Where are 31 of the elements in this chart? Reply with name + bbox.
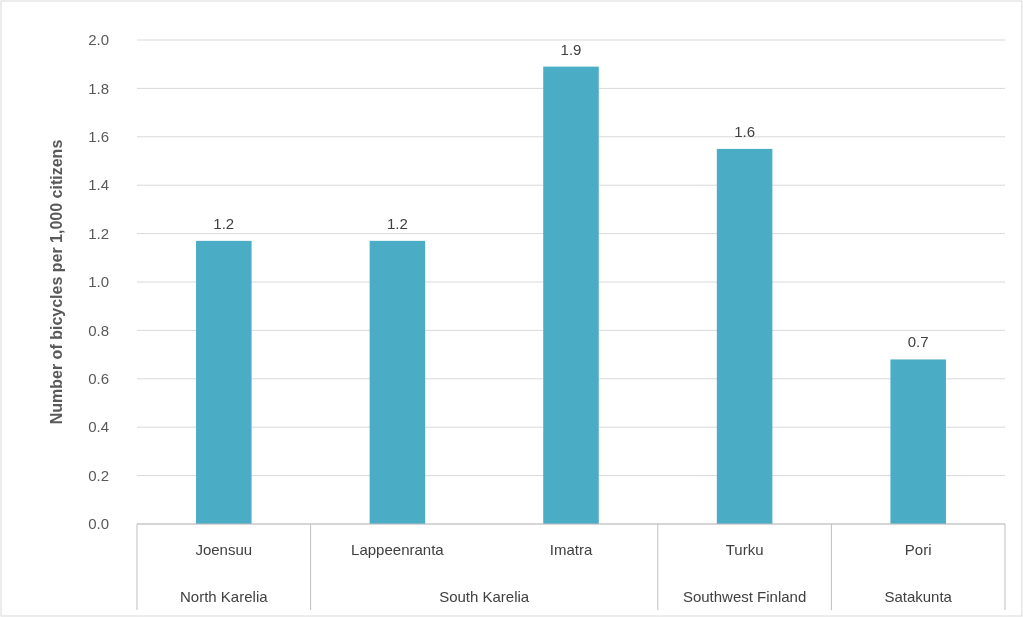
x-tick-label: Joensuu [195, 541, 253, 558]
data-label: 0.7 [907, 333, 929, 351]
data-label: 1.6 [734, 122, 756, 140]
y-tick-label: 2.0 [88, 31, 109, 49]
y-tick-label: 0.0 [88, 515, 109, 533]
bar [890, 359, 946, 524]
text: Satakunta [884, 588, 953, 605]
bar [716, 148, 773, 524]
bar [369, 240, 426, 524]
data-label: 1.2 [386, 214, 408, 232]
y-tick-label: 1.8 [88, 79, 109, 97]
y-tick-label: 0.2 [88, 466, 109, 484]
bar [196, 240, 252, 524]
data-label: 1.9 [560, 40, 582, 58]
text: North Karelia [180, 588, 269, 605]
x-tick-label: Lappeenranta [351, 541, 445, 558]
y-tick-label: 0.4 [88, 418, 109, 436]
y-tick-label: 1.6 [88, 128, 109, 146]
y-tick-label: 0.6 [88, 370, 109, 388]
bar [543, 66, 599, 524]
data-label: 1.2 [213, 214, 235, 232]
x-tick-label: Imatra [549, 541, 593, 558]
text: South Karelia [439, 588, 530, 605]
text: Southwest Finland [682, 588, 807, 605]
x-tick-label: Turku [725, 541, 764, 558]
y-tick-label: 0.8 [88, 321, 109, 339]
y-tick-label: 1.2 [88, 224, 109, 242]
x-tick-label: Pori [904, 541, 932, 558]
y-tick-label: 1.0 [88, 273, 109, 291]
y-tick-label: 1.4 [88, 176, 109, 194]
y-axis-title: Number of bicycles per 1,000 citizens [48, 139, 65, 425]
